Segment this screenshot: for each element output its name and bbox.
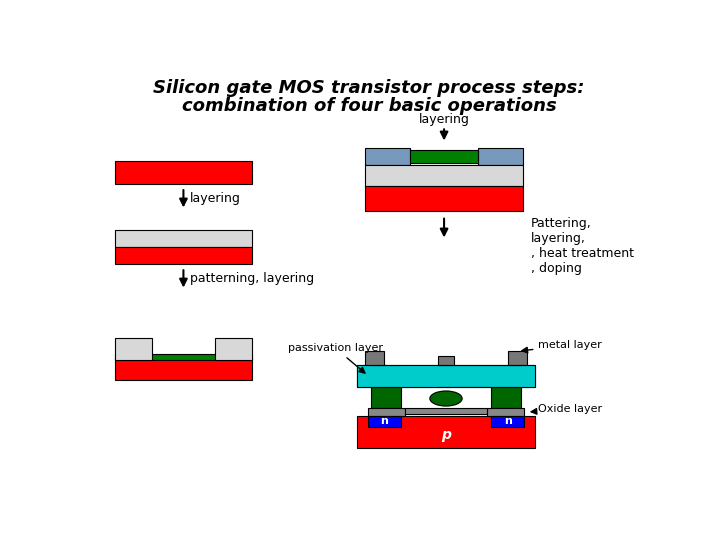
Bar bbox=[492, 416, 523, 427]
Text: Oxide layer: Oxide layer bbox=[531, 404, 603, 414]
Text: n: n bbox=[380, 416, 388, 426]
Bar bbox=[365, 148, 410, 165]
Bar bbox=[405, 408, 487, 414]
Bar bbox=[115, 358, 252, 380]
Text: patterning, layering: patterning, layering bbox=[189, 272, 314, 285]
Bar bbox=[492, 387, 521, 408]
Bar bbox=[365, 186, 523, 211]
Text: passivation layer: passivation layer bbox=[288, 343, 383, 373]
Bar bbox=[419, 365, 438, 387]
Text: combination of four basic operations: combination of four basic operations bbox=[181, 97, 557, 115]
Bar bbox=[115, 247, 252, 264]
Bar bbox=[357, 416, 534, 448]
Text: Silicon gate MOS transistor process steps:: Silicon gate MOS transistor process step… bbox=[153, 79, 585, 97]
Bar bbox=[487, 408, 523, 416]
Bar bbox=[365, 165, 523, 186]
Text: n: n bbox=[504, 416, 511, 426]
Bar bbox=[215, 338, 252, 360]
Text: metal layer: metal layer bbox=[522, 340, 602, 353]
Text: p: p bbox=[441, 428, 451, 442]
Bar bbox=[372, 387, 400, 408]
Bar bbox=[115, 231, 252, 247]
Bar bbox=[508, 351, 527, 365]
Bar bbox=[368, 416, 400, 427]
Bar bbox=[365, 351, 384, 365]
Bar bbox=[438, 356, 454, 365]
Bar bbox=[400, 365, 419, 387]
Bar bbox=[115, 354, 252, 360]
Text: layering: layering bbox=[418, 113, 469, 126]
Bar bbox=[357, 365, 534, 387]
Text: Pattering,
layering,
, heat treatment
, doping: Pattering, layering, , heat treatment , … bbox=[531, 217, 634, 275]
Bar bbox=[368, 408, 405, 416]
Bar bbox=[357, 365, 372, 387]
Ellipse shape bbox=[430, 391, 462, 406]
Bar bbox=[357, 365, 534, 387]
Bar bbox=[115, 338, 152, 360]
Bar bbox=[521, 365, 534, 387]
Bar bbox=[115, 161, 252, 184]
Bar bbox=[478, 148, 523, 165]
Bar bbox=[410, 150, 478, 164]
Text: layering: layering bbox=[189, 192, 240, 205]
